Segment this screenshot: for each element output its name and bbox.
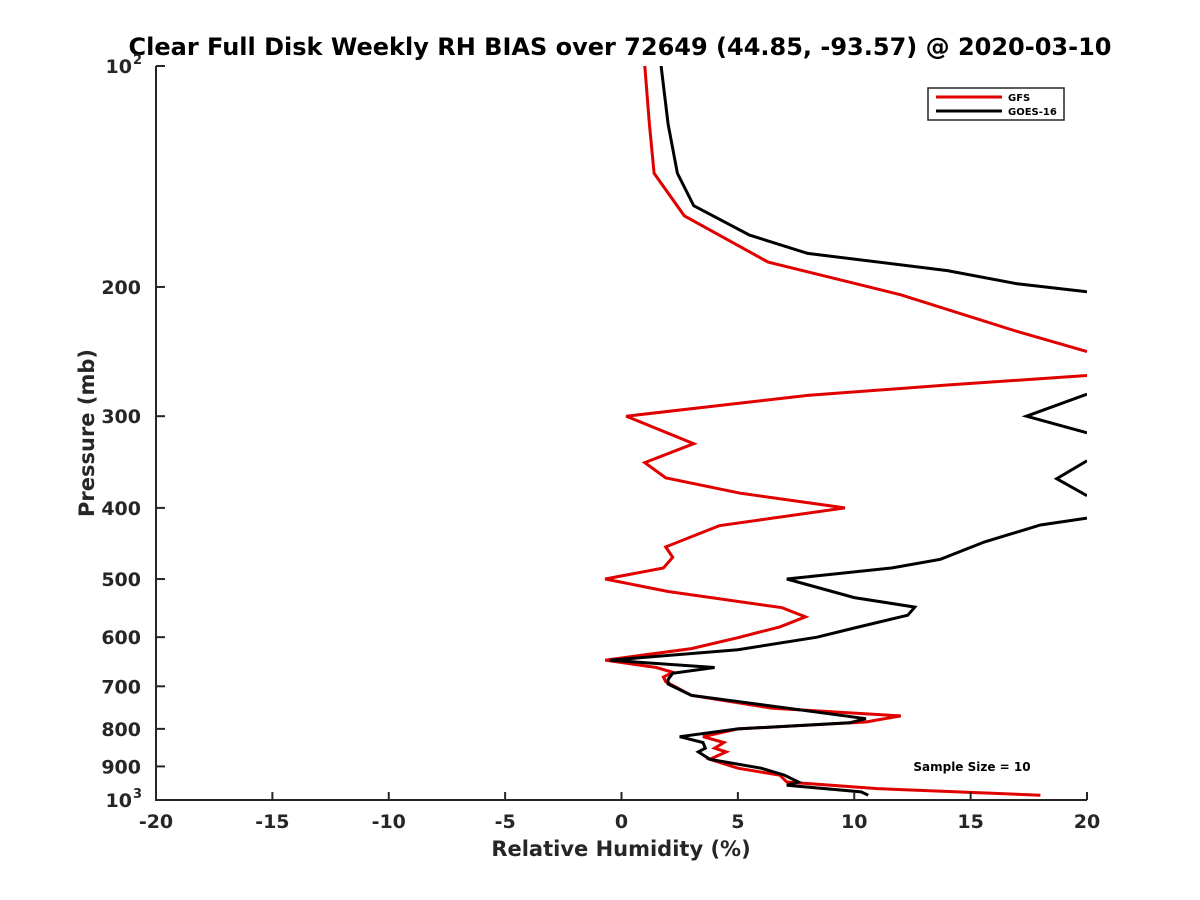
y-tick-label: 600 xyxy=(101,627,141,649)
legend: GFS GOES-16 xyxy=(927,87,1065,121)
chart-title: Clear Full Disk Weekly RH BIAS over 7264… xyxy=(129,33,1112,61)
x-tick-label: 10 xyxy=(841,811,867,833)
x-tick-label: 5 xyxy=(731,811,744,833)
y-tick-label: 900 xyxy=(101,756,141,778)
y-tick-label: 700 xyxy=(101,676,141,698)
x-axis-label: Relative Humidity (%) xyxy=(491,837,750,861)
y-tick-label: 500 xyxy=(101,569,141,591)
series-line-gfs xyxy=(604,66,1087,797)
plot-series xyxy=(604,66,1087,797)
x-tick-label: -15 xyxy=(255,811,289,833)
legend-label-goes-16: GOES-16 xyxy=(1008,107,1057,118)
x-tick-label: -10 xyxy=(372,811,406,833)
legend-box xyxy=(927,87,1065,121)
y-tick-label: 300 xyxy=(101,406,141,428)
series-line-goes-16 xyxy=(609,66,1087,797)
x-tick-label: -5 xyxy=(495,811,516,833)
y-tick-label-exponent: 3 xyxy=(133,787,142,802)
y-tick-label-base: 10 xyxy=(106,56,132,78)
y-axis-label: Pressure (mb) xyxy=(75,349,99,517)
y-tick-label: 200 xyxy=(101,277,141,299)
y-tick-label: 800 xyxy=(101,719,141,741)
y-tick-label: 400 xyxy=(101,498,141,520)
x-tick-label: 20 xyxy=(1074,811,1100,833)
x-ticks: -20 -15 -10 -5 0 5 10 15 20 xyxy=(139,792,1100,833)
x-tick-label: -20 xyxy=(139,811,173,833)
legend-label-gfs: GFS xyxy=(1008,93,1030,104)
x-tick-label: 0 xyxy=(615,811,628,833)
y-tick-label-exponent: 2 xyxy=(133,53,142,68)
y-tick-label-base: 10 xyxy=(106,790,132,812)
sample-size-annotation: Sample Size = 10 xyxy=(913,760,1030,774)
x-tick-label: 15 xyxy=(957,811,983,833)
